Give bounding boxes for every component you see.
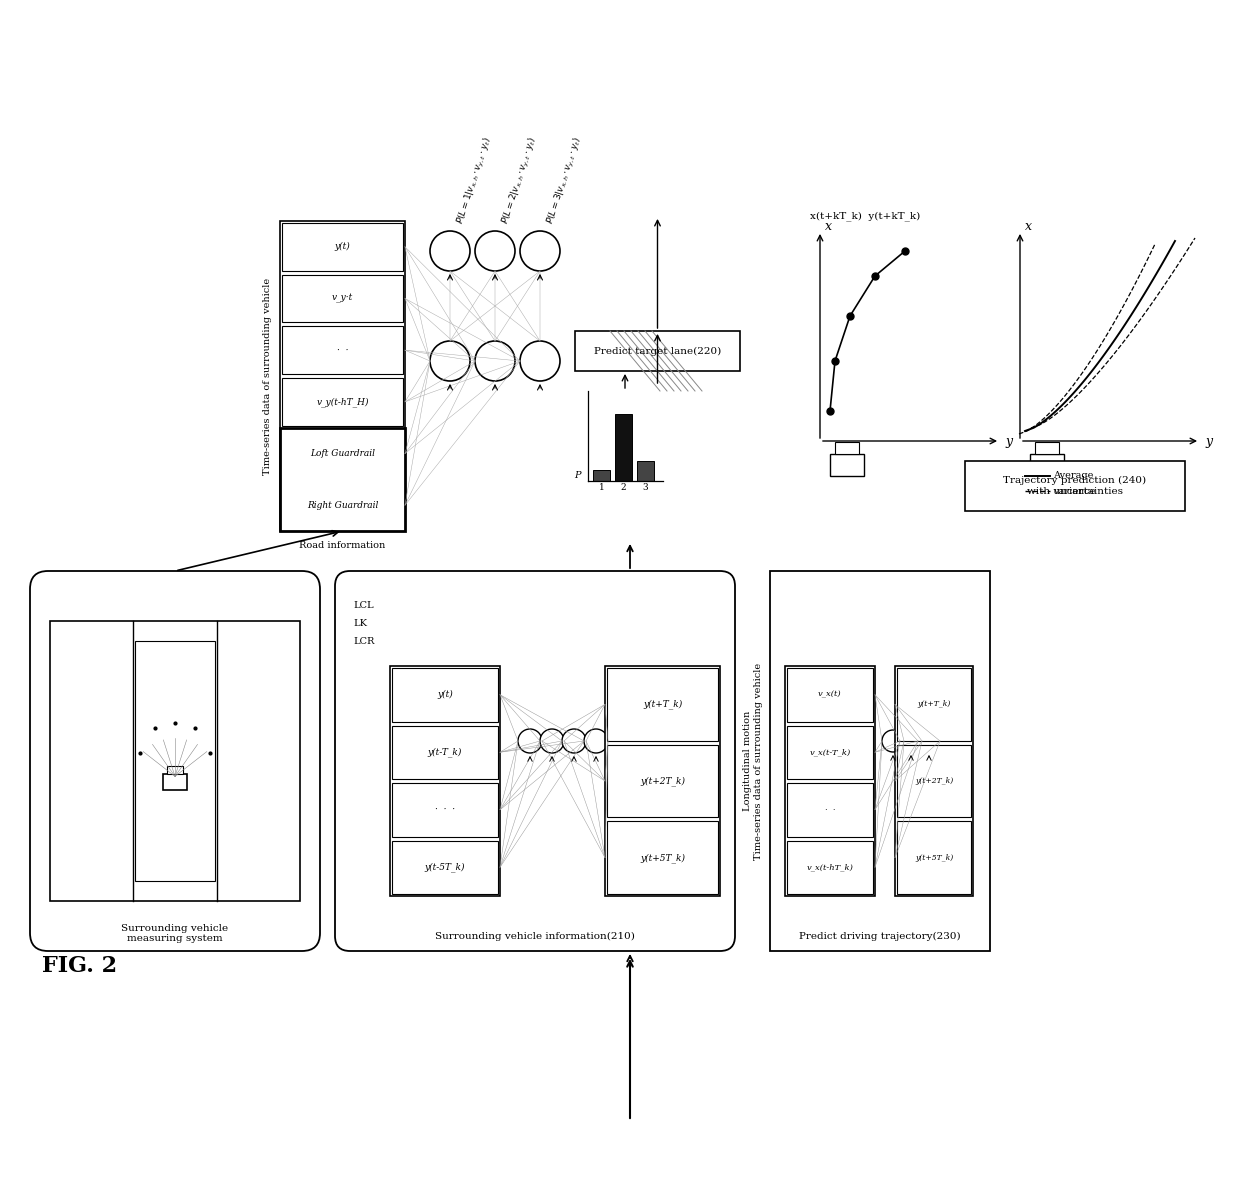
Bar <box>280 221 405 531</box>
Bar <box>897 821 971 894</box>
Bar <box>785 666 875 896</box>
Text: variance: variance <box>1053 487 1095 496</box>
Circle shape <box>430 231 470 270</box>
Bar <box>835 442 859 454</box>
Text: LCR: LCR <box>353 638 374 646</box>
FancyBboxPatch shape <box>335 570 735 951</box>
Text: y(t+2T_k): y(t+2T_k) <box>640 776 684 785</box>
Bar <box>281 326 403 374</box>
Text: 1: 1 <box>599 483 604 492</box>
Bar <box>281 275 403 322</box>
Bar <box>392 783 498 836</box>
Text: v_y(t-hT_H): v_y(t-hT_H) <box>316 397 368 406</box>
Text: v_y·t: v_y·t <box>332 294 353 304</box>
Text: Surrounding vehicle information(210): Surrounding vehicle information(210) <box>435 932 635 941</box>
Bar <box>281 430 403 477</box>
Bar <box>281 378 403 425</box>
Circle shape <box>475 231 515 270</box>
Bar <box>615 413 632 481</box>
Bar <box>167 766 184 775</box>
Text: 2: 2 <box>621 483 626 492</box>
Text: y: y <box>1205 435 1213 448</box>
Text: Trajectory prediction (240)
with uncertainties: Trajectory prediction (240) with uncerta… <box>1003 476 1147 496</box>
Text: 3: 3 <box>642 483 649 492</box>
FancyBboxPatch shape <box>30 570 320 951</box>
Bar <box>608 668 718 740</box>
Bar <box>787 668 873 722</box>
Bar <box>787 725 873 779</box>
Text: y(t+5T_k): y(t+5T_k) <box>915 854 954 862</box>
Bar <box>281 482 403 529</box>
Text: y(t-5T_k): y(t-5T_k) <box>425 862 465 872</box>
Text: y(t-T_k): y(t-T_k) <box>428 748 463 757</box>
Text: LK: LK <box>353 620 367 628</box>
Circle shape <box>539 729 564 753</box>
Bar <box>605 666 720 896</box>
Circle shape <box>918 730 940 752</box>
Text: $P(L=2|v_{x,h} \cdot v_{y,t} \cdot y_t)$: $P(L=2|v_{x,h} \cdot v_{y,t} \cdot y_t)$ <box>500 136 541 226</box>
Text: ·  ·: · · <box>337 346 348 354</box>
Circle shape <box>882 730 904 752</box>
Text: y(t+2T_k): y(t+2T_k) <box>915 777 954 785</box>
Text: y(t): y(t) <box>438 690 453 699</box>
Bar <box>593 470 610 481</box>
Text: y: y <box>1004 435 1012 448</box>
Bar <box>770 570 990 951</box>
Bar <box>787 841 873 894</box>
Text: Surrounding vehicle
measuring system: Surrounding vehicle measuring system <box>122 924 228 942</box>
Text: ·  ·: · · <box>825 805 836 814</box>
Text: FIG. 2: FIG. 2 <box>42 955 117 977</box>
Bar <box>830 454 864 476</box>
Text: Predict target lane(220): Predict target lane(220) <box>594 346 722 355</box>
Text: x(t+kT_k)  y(t+kT_k): x(t+kT_k) y(t+kT_k) <box>810 211 920 221</box>
Bar <box>392 841 498 894</box>
Text: Right Guardrail: Right Guardrail <box>306 501 378 510</box>
Text: v_x(t): v_x(t) <box>818 691 842 699</box>
Bar <box>895 666 973 896</box>
Bar <box>162 775 187 790</box>
Circle shape <box>518 729 542 753</box>
Circle shape <box>562 729 587 753</box>
Text: Time-series data of surrounding vehicle: Time-series data of surrounding vehicle <box>263 278 273 475</box>
Text: y(t+5T_k): y(t+5T_k) <box>640 853 684 862</box>
Bar <box>608 821 718 894</box>
Bar <box>392 668 498 722</box>
Circle shape <box>520 341 560 381</box>
Text: Road information: Road information <box>299 541 386 550</box>
Text: LCL: LCL <box>353 601 373 611</box>
Text: P: P <box>574 471 582 481</box>
Bar <box>787 783 873 836</box>
Bar <box>608 745 718 817</box>
Bar <box>391 666 500 896</box>
Bar <box>897 668 971 740</box>
Text: y(t+T_k): y(t+T_k) <box>642 699 682 710</box>
Text: x: x <box>825 220 832 233</box>
Text: y(t): y(t) <box>335 242 351 252</box>
Text: Predict driving trajectory(230): Predict driving trajectory(230) <box>800 932 961 941</box>
Circle shape <box>475 341 515 381</box>
Text: v_x(t-T_k): v_x(t-T_k) <box>810 749 851 756</box>
Text: $P(L=1|v_{x,h} \cdot v_{y,t} \cdot y_t)$: $P(L=1|v_{x,h} \cdot v_{y,t} \cdot y_t)$ <box>455 136 496 226</box>
Text: ·  ·  ·: · · · <box>435 805 455 814</box>
Text: Longitudinal motion
Time-series data of surrounding vehicle: Longitudinal motion Time-series data of … <box>743 663 763 860</box>
Circle shape <box>584 729 608 753</box>
Bar <box>575 331 740 371</box>
Bar <box>965 461 1185 511</box>
Bar <box>897 745 971 817</box>
Bar <box>392 725 498 779</box>
Text: Loft Guardrail: Loft Guardrail <box>310 449 374 458</box>
Bar <box>50 621 300 901</box>
Bar <box>281 223 403 270</box>
Bar <box>1035 442 1059 454</box>
Bar <box>1030 454 1064 476</box>
Text: y(t+T_k): y(t+T_k) <box>918 700 951 709</box>
Text: $P(L=3|v_{x,h} \cdot v_{y,t} \cdot y_t)$: $P(L=3|v_{x,h} \cdot v_{y,t} \cdot y_t)$ <box>546 136 585 226</box>
Text: Average: Average <box>1053 471 1094 481</box>
Circle shape <box>900 730 923 752</box>
Circle shape <box>520 231 560 270</box>
Text: v_x(t-hT_k): v_x(t-hT_k) <box>806 863 853 872</box>
Bar <box>280 428 405 531</box>
Circle shape <box>430 341 470 381</box>
Text: x: x <box>1025 220 1032 233</box>
Bar <box>135 641 215 881</box>
